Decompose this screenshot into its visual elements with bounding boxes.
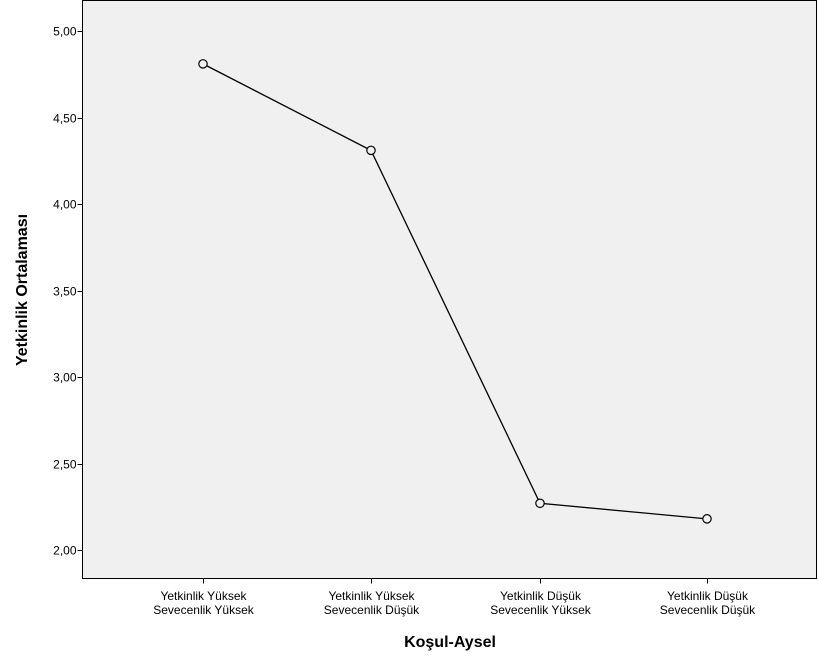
series-polyline [202, 63, 708, 520]
x-tick-label: Yetkinlik Düşük Sevecenlik Düşük [660, 589, 756, 617]
x-tick-label: Yetkinlik Yüksek Sevecenlik Düşük [324, 589, 420, 617]
y-tick-label: 5,00 [53, 25, 77, 39]
x-axis-ticks: Yetkinlik Yüksek Sevecenlik Yüksek Yetkinl… [153, 578, 756, 617]
x-tick-label: Yetkinlik Düşük Sevecenlik Yüksek [490, 589, 592, 617]
x-axis-title: Koşul-Aysel [404, 634, 496, 651]
series-line [198, 59, 712, 524]
y-tick-label: 4,00 [53, 198, 77, 212]
y-tick-label: 4,50 [53, 112, 77, 126]
data-point [535, 498, 545, 509]
data-point [198, 59, 208, 69]
y-tick-label: 3,00 [53, 371, 77, 385]
plot-area [82, 0, 817, 579]
y-axis-title: Yetkinlik Ortalaması [14, 214, 31, 366]
data-point [702, 514, 712, 524]
y-tick-label: 3,50 [53, 285, 77, 299]
x-tick-label: Yetkinlik Yüksek Sevecenlik Yüksek [153, 589, 255, 617]
y-axis-ticks: 5,00 4,50 4,00 3,50 3,00 2,50 2,00 [53, 25, 83, 558]
data-point [366, 145, 376, 156]
y-tick-label: 2,00 [53, 544, 77, 558]
y-tick-label: 2,50 [53, 458, 77, 472]
